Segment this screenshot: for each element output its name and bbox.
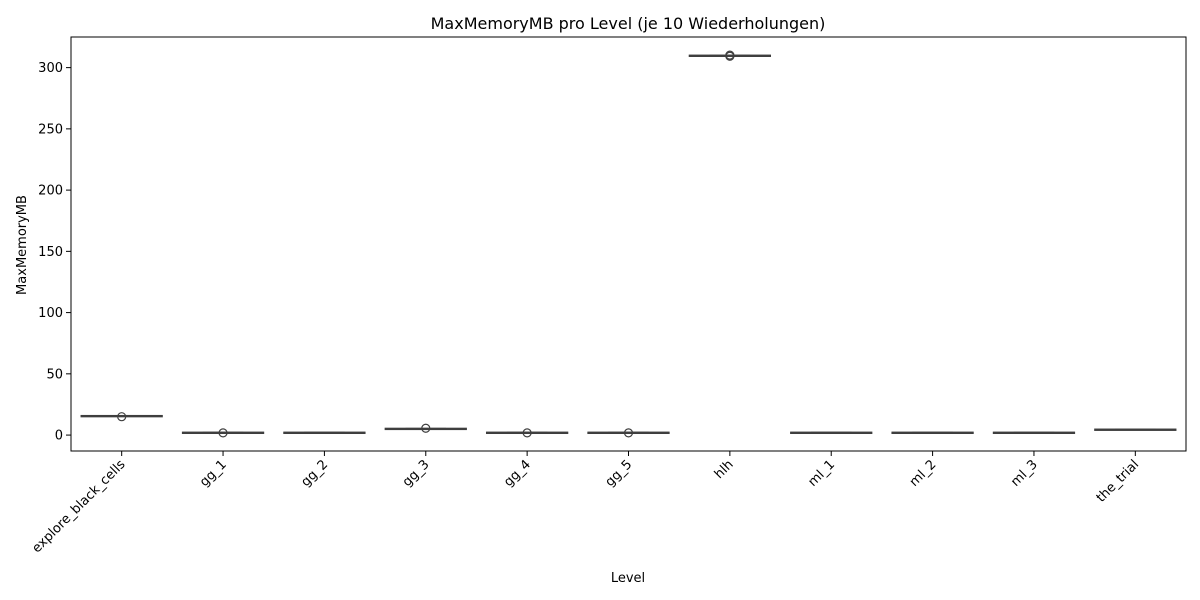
y-tick-label: 50 [46,367,63,382]
plot-frame [70,36,1187,452]
y-tick-label: 300 [38,61,63,76]
chart-title: MaxMemoryMB pro Level (je 10 Wiederholun… [431,14,826,33]
x-tick-label: gg_5 [603,457,636,490]
y-tick-label: 100 [38,306,63,321]
outlier-point [218,428,228,438]
x-tick-label: hlh [712,457,737,482]
x-tick-label: gg_2 [299,457,332,490]
x-tick-label: the_trial [1094,457,1142,505]
plot-area: 0 50 100 150 200 250 300 explore_black_cells gg_… [30,50,1177,556]
outlier-point [725,50,735,60]
x-tick-label: explore_black_cells [30,457,129,556]
x-tick-label: ml_3 [1008,457,1041,490]
x-tick-label: ml_2 [907,457,940,490]
y-tick-label: 200 [38,184,63,199]
x-tick-label: gg_3 [400,457,433,490]
outlier-point [421,423,431,433]
outlier-point [522,428,532,438]
y-axis-label: MaxMemoryMB [15,195,30,295]
x-tick-label: ml_1 [805,457,838,490]
x-tick-label: gg_1 [197,457,230,490]
outlier-point [623,428,634,438]
y-tick-label: 150 [38,245,63,260]
x-tick-label: gg_4 [501,457,534,490]
x-axis-label: Level [611,571,645,586]
y-tick-label: 0 [55,429,63,444]
y-tick-label: 250 [38,122,63,137]
outlier-point [117,412,127,422]
